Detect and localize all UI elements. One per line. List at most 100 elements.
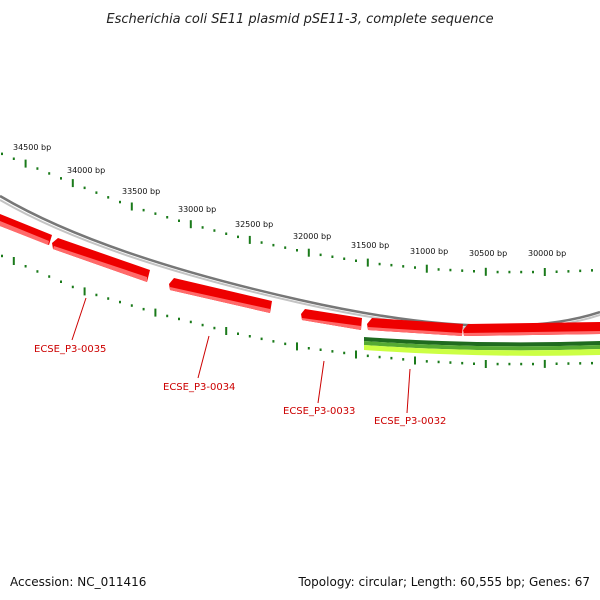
inner-scale-tick: [378, 355, 381, 359]
inner-scale-ticks: [1, 254, 593, 368]
inner-scale-tick: [520, 362, 523, 366]
inner-scale-tick: [343, 351, 346, 355]
outer-scale-tick: [437, 268, 440, 271]
inner-scale-tick: [591, 361, 593, 365]
outer-scale-tick: [71, 179, 74, 188]
outer-scale-tick: [425, 264, 428, 273]
scale-label-31500: 31500 bp: [351, 241, 389, 250]
inner-scale-tick: [461, 361, 464, 365]
inner-scale-tick: [24, 265, 27, 268]
inner-scale-tick: [119, 300, 121, 304]
outer-scale-tick: [248, 235, 251, 244]
inner-scale-tick: [154, 308, 157, 317]
outer-scale-tick: [130, 202, 133, 211]
gc-band-mid: [364, 341, 600, 351]
outer-scale-tick: [307, 248, 310, 257]
inner-scale-tick: [48, 275, 51, 278]
gene-leader-0035: [71, 297, 87, 341]
outer-scale-tick: [414, 266, 416, 269]
inner-scale-tick: [579, 362, 582, 365]
inner-scale-tick: [366, 354, 369, 358]
inner-scale-tick: [260, 337, 263, 341]
inner-scale-tick: [166, 314, 169, 318]
outer-scale-tick: [284, 246, 287, 249]
scale-label-34000: 34000 bp: [67, 166, 105, 175]
scale-label-30500: 30500 bp: [469, 249, 507, 258]
outer-scale-tick: [95, 191, 98, 194]
inner-scale-tick: [130, 304, 133, 307]
outer-scale-tick: [508, 270, 511, 274]
scale-label-31000: 31000 bp: [410, 247, 448, 256]
outer-scale-tick: [189, 220, 192, 229]
gene-label-0033[interactable]: ECSE_P3-0033: [283, 406, 355, 417]
outer-scale-tick: [319, 253, 322, 257]
inner-scale-tick: [543, 359, 546, 368]
scale-label-33000: 33000 bp: [178, 205, 216, 214]
inner-scale-tick: [402, 358, 405, 361]
inner-scale-tick: [319, 348, 322, 351]
outer-scale-tick: [260, 241, 263, 244]
outer-scale-tick: [225, 232, 228, 235]
gene-block-0032[interactable]: [367, 318, 463, 336]
inner-scale-tick: [12, 257, 15, 265]
outer-scale-labels: 34500 bp 34000 bp 33500 bp 33000 bp 3250…: [13, 143, 566, 258]
gene-block-0031-shade: [464, 331, 600, 336]
map-title: Escherichia coli SE11 plasmid pSE11-3, c…: [106, 12, 493, 27]
inner-scale-tick: [390, 356, 393, 360]
outer-scale-tick: [390, 263, 393, 267]
inner-scale-tick: [284, 342, 287, 346]
outer-scale-tick: [473, 270, 475, 273]
inner-scale-tick: [425, 360, 428, 363]
inner-scale-tick: [555, 362, 558, 365]
gene-label-0032[interactable]: ECSE_P3-0032: [374, 416, 446, 427]
gc-band-light: [364, 345, 600, 356]
inner-scale-tick: [307, 347, 310, 350]
scale-label-34500: 34500 bp: [13, 143, 51, 152]
outer-scale-tick: [12, 157, 15, 160]
inner-scale-tick: [272, 340, 275, 343]
outer-scale-tick: [331, 255, 334, 258]
gene-label-0034[interactable]: ECSE_P3-0034: [163, 382, 235, 393]
outer-scale-tick: [567, 270, 570, 273]
outer-scale-tick: [119, 200, 121, 204]
outer-scale-tick: [366, 258, 369, 267]
inner-scale-tick: [567, 362, 570, 365]
topology-summary: Topology: circular; Length: 60,555 bp; G…: [298, 575, 590, 589]
outer-scale-tick: [591, 269, 593, 272]
inner-scale-tick: [355, 350, 357, 359]
outer-scale-tick: [461, 269, 464, 272]
inner-scale-tick: [296, 342, 298, 351]
outer-scale-tick: [213, 229, 216, 232]
outer-scale-tick: [36, 167, 39, 170]
gene-block-0034-shade: [170, 287, 270, 313]
scale-label-33500: 33500 bp: [122, 187, 160, 196]
inner-scale-tick: [60, 280, 62, 283]
gc-content-track: [364, 337, 600, 356]
inner-scale-tick: [496, 362, 499, 366]
outer-scale-tick: [532, 270, 534, 274]
outer-scale-tick: [579, 269, 582, 273]
outer-scale-tick: [178, 219, 180, 222]
outer-scale-tick: [83, 186, 86, 190]
outer-scale-tick: [496, 270, 499, 274]
inner-scale-tick: [248, 335, 251, 338]
inner-scale-tick: [225, 327, 228, 335]
gene-block-0035-shade: [53, 246, 147, 282]
outer-scale-tick: [520, 270, 523, 274]
inner-scale-tick: [237, 332, 239, 335]
outer-scale-tick: [142, 208, 145, 212]
scale-label-32000: 32000 bp: [293, 232, 331, 241]
inner-scale-tick: [71, 285, 74, 289]
outer-scale-tick: [24, 159, 27, 168]
outer-scale-tick: [484, 267, 487, 276]
outer-scale-tick: [402, 265, 405, 268]
gc-band-dark: [364, 337, 600, 347]
gene-leader-0033: [317, 360, 325, 404]
gene-label-0035[interactable]: ECSE_P3-0035: [34, 344, 106, 355]
inner-scale-tick: [142, 307, 145, 311]
scale-label-32500: 32500 bp: [235, 220, 273, 229]
inner-scale-tick: [36, 270, 39, 273]
outer-scale-tick: [1, 152, 3, 156]
outer-scale-tick: [201, 226, 204, 229]
